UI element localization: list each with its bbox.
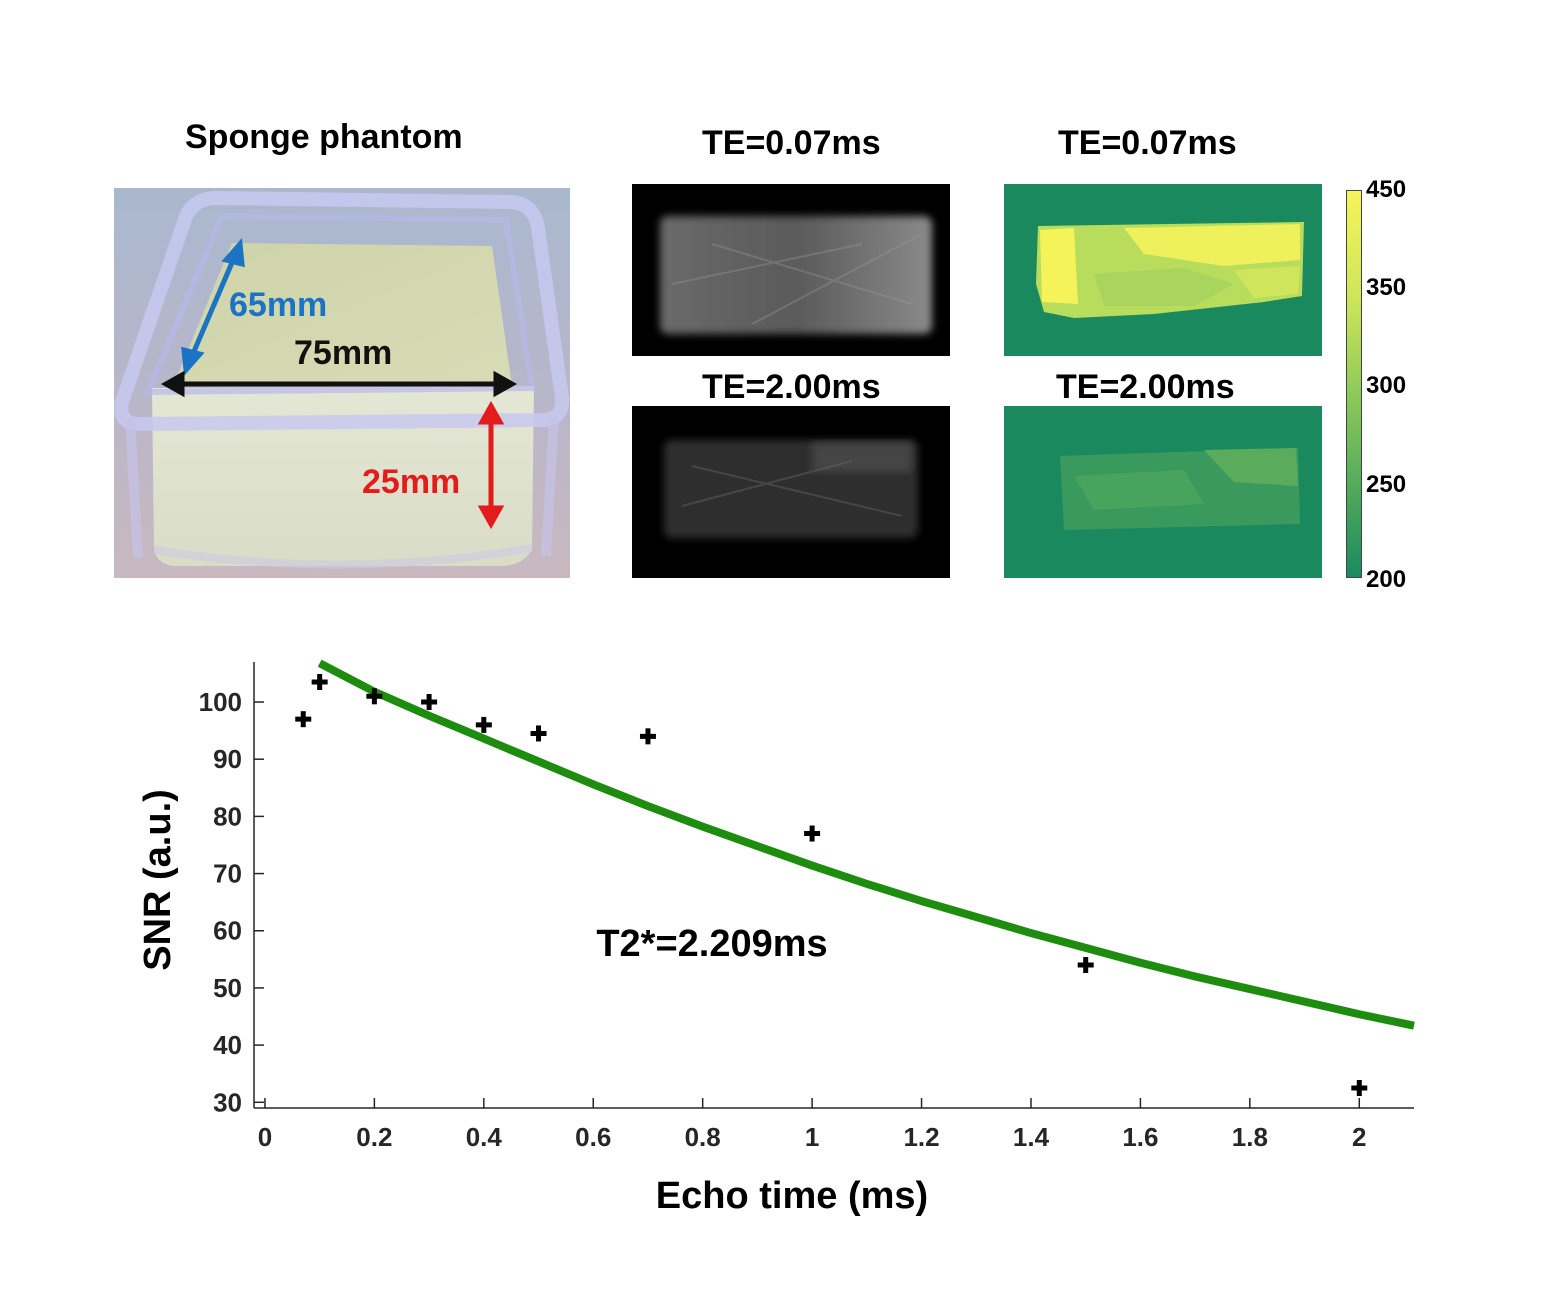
y-axis-label: SNR (a.u.): [137, 789, 179, 971]
x-tick-label: 0.2: [356, 1122, 392, 1152]
colorbar-tick-200: 200: [1366, 566, 1407, 593]
dimension-depth-label: 65mm: [229, 286, 328, 324]
fit-curve: [317, 659, 1415, 1030]
y-tick-label: 30: [213, 1087, 242, 1117]
map-title-te007: TE=0.07ms: [1058, 124, 1237, 162]
magnitude-image-te200: [632, 406, 950, 578]
data-point: [295, 711, 312, 728]
sponge-photo: [114, 188, 570, 578]
x-axis-label: Echo time (ms): [656, 1175, 928, 1217]
data-point: [639, 728, 656, 745]
data-point: [1351, 1079, 1368, 1096]
chart-axes: 0 0.2 0.4 0.6 0.8 1 1.2 1.4 1.6 1.8 2 30 40 50 60 70 80 9…: [199, 662, 1414, 1152]
dimension-height-label: 25mm: [362, 463, 461, 501]
x-tick-label: 1.4: [1013, 1122, 1050, 1152]
y-tick-label: 40: [213, 1030, 242, 1060]
magnitude-image-te007: [632, 184, 950, 356]
t2star-map-te200: [1004, 406, 1322, 578]
t2star-map-te007: [1004, 184, 1322, 356]
x-tick-label: 1.6: [1122, 1122, 1158, 1152]
colorbar: [1346, 190, 1362, 578]
map-title-te200: TE=2.00ms: [1056, 368, 1235, 406]
x-tick-label: 0.6: [575, 1122, 611, 1152]
y-tick-label: 80: [213, 801, 242, 831]
x-tick-label: 0.4: [466, 1122, 503, 1152]
data-point: [475, 716, 492, 733]
colorbar-tick-250: 250: [1366, 471, 1407, 498]
colorbar-tick-300: 300: [1366, 372, 1407, 399]
data-point: [311, 674, 328, 691]
magnitude-title-te007: TE=0.07ms: [702, 124, 881, 162]
x-tick-label: 2: [1352, 1122, 1366, 1152]
x-tick-label: 1.2: [903, 1122, 939, 1152]
data-point: [1077, 957, 1094, 974]
photo-title: Sponge phantom: [185, 118, 463, 156]
t2star-annotation: T2*=2.209ms: [596, 923, 827, 965]
chart-marks: [295, 659, 1415, 1096]
y-tick-label: 100: [199, 687, 242, 717]
x-tick-label: 1: [805, 1122, 819, 1152]
y-tick-label: 90: [213, 744, 242, 774]
x-tick-label: 1.8: [1232, 1122, 1268, 1152]
data-point: [804, 825, 821, 842]
y-tick-label: 50: [213, 973, 242, 1003]
data-point: [421, 694, 438, 711]
colorbar-tick-450: 450: [1366, 176, 1407, 203]
sponge-photo-drawing: [114, 188, 570, 578]
data-point: [366, 688, 383, 705]
colorbar-tick-350: 350: [1366, 274, 1407, 301]
x-tick-label: 0.8: [685, 1122, 721, 1152]
data-point: [530, 725, 547, 742]
magnitude-title-te200: TE=2.00ms: [702, 368, 881, 406]
x-tick-label: 0: [258, 1122, 272, 1152]
y-tick-label: 60: [213, 916, 242, 946]
y-tick-label: 70: [213, 859, 242, 889]
dimension-width-label: 75mm: [294, 334, 393, 372]
